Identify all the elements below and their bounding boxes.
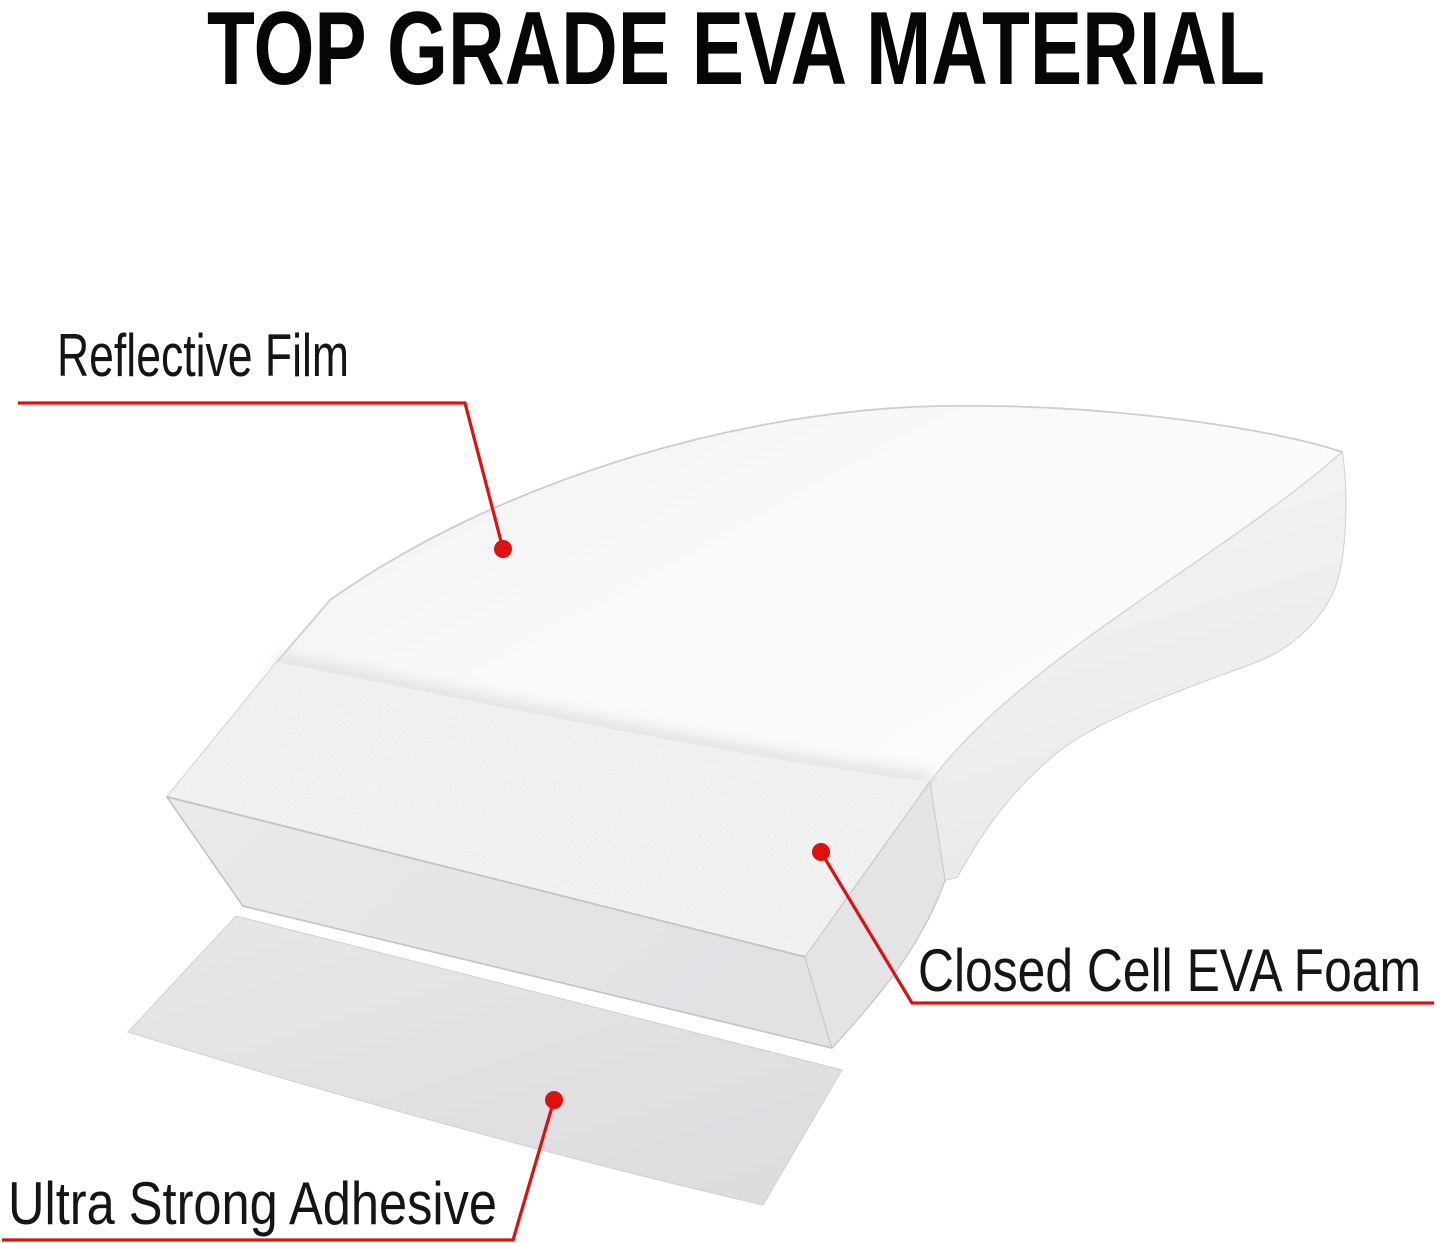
leader-line-reflective-film <box>18 401 505 550</box>
layer-eva-foam-band <box>167 662 930 957</box>
panel-right-face <box>930 452 1346 880</box>
leader-dot-eva-foam <box>812 843 830 861</box>
leader-dot-reflective-film <box>494 540 512 558</box>
layer-adhesive-sheet <box>127 915 843 1206</box>
film-side-edge <box>276 599 331 663</box>
callout-reflective-film: Reflective Film <box>18 322 512 558</box>
label-adhesive: Ultra Strong Adhesive <box>8 1170 497 1237</box>
film-thickness-line <box>929 451 1343 783</box>
callout-adhesive: Ultra Strong Adhesive <box>2 1091 563 1242</box>
callout-eva-foam: Closed Cell EVA Foam <box>812 843 1434 1005</box>
leader-line-adhesive <box>2 1099 556 1242</box>
layer-foam-right-face <box>804 780 946 1050</box>
label-reflective-film: Reflective Film <box>57 322 349 389</box>
label-eva-foam: Closed Cell EVA Foam <box>918 937 1421 1004</box>
page-title: TOP GRADE EVA MATERIAL <box>207 0 1265 107</box>
leader-line-eva-foam <box>819 851 1434 1005</box>
leader-dot-adhesive <box>545 1091 563 1109</box>
